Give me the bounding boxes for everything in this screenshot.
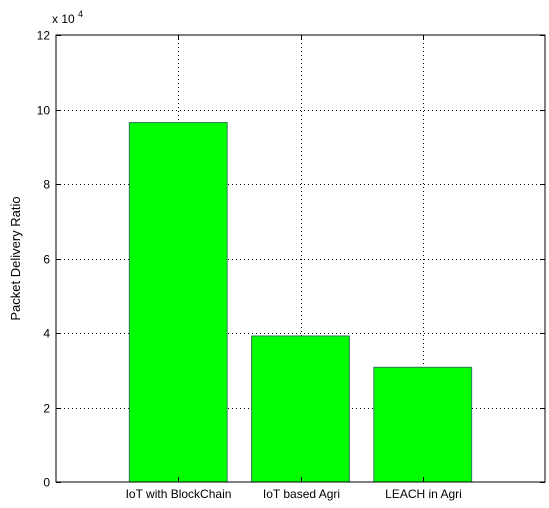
y-tick-label: 2: [43, 402, 50, 416]
y-tick-label: 4: [43, 327, 50, 341]
x-tick-label: LEACH in Agri: [385, 487, 462, 501]
x-tick-label: IoT with BlockChain: [126, 487, 232, 501]
y-axis-label: Packet Delivery Ratio: [8, 196, 23, 320]
bars: [128, 122, 473, 483]
bar-2: [251, 335, 350, 483]
axis-ticks: 0 2 4 6 8 10 12 IoT with BlockChain IoT based Ag…: [37, 29, 545, 501]
y-tick-label: 8: [43, 178, 50, 192]
scale-factor-base: x 10: [52, 12, 75, 26]
y-axis-scale-factor: x 10 4: [52, 9, 83, 26]
bar-1: [128, 122, 228, 483]
y-tick-label: 12: [37, 29, 51, 43]
scale-factor-exponent: 4: [78, 9, 83, 19]
bar-3: [373, 366, 473, 483]
y-tick-label: 6: [43, 253, 50, 267]
y-tick-label: 0: [43, 476, 50, 490]
x-tick-label: IoT based Agri: [263, 487, 340, 501]
plot-frame: [55, 34, 546, 483]
y-tick-label: 10: [37, 104, 51, 118]
